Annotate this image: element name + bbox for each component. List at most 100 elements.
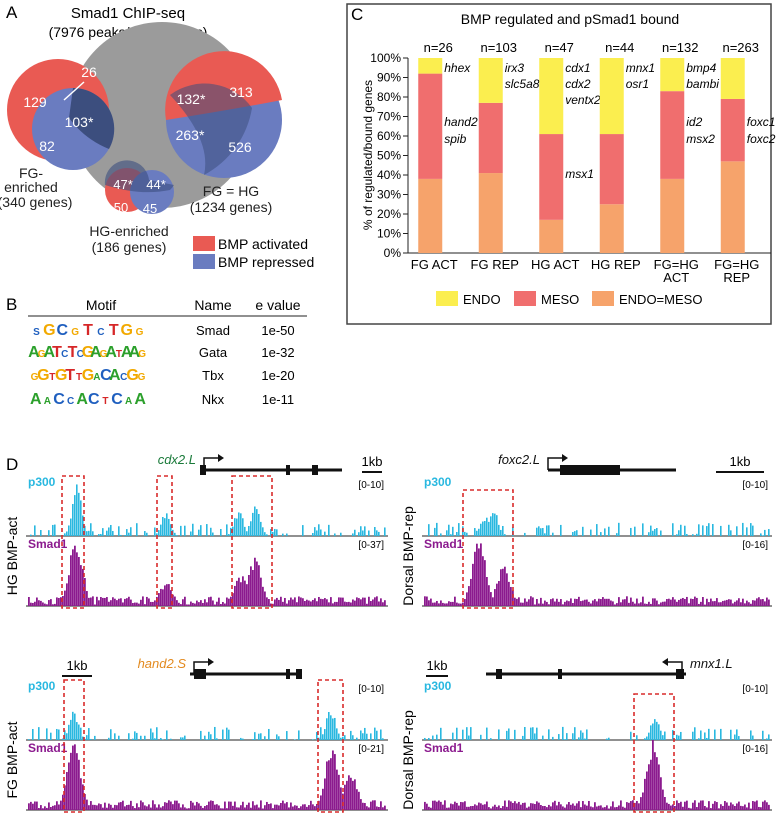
smad1-bar [304,804,306,810]
p300-bar [452,732,454,740]
smad1-bar [500,807,502,810]
smad1-bar [558,801,560,810]
track-group: foxc2.L 1kb Dorsal BMP-rep p300 Smad1 [0-10] [… [400,452,772,609]
smad1-bar [438,800,440,810]
bar-segment [418,178,443,253]
smad1-bar [368,807,370,810]
smad1-bar [506,806,508,810]
smad1-bar [220,604,222,606]
smad1-bar [502,568,504,606]
smad1-bar [628,602,630,606]
p300-bar [470,727,472,740]
motif-letter: T [65,367,75,384]
smad1-bar [188,808,190,810]
smad1-bar [548,804,550,810]
p300-bar [524,726,526,740]
tss-arrowhead [562,454,568,462]
smad1-bar [118,802,120,810]
smad1-bar [102,597,104,606]
smad1-bar [646,603,648,606]
smad1-bar [336,601,338,606]
p300-bar [100,533,102,536]
smad1-bar [576,598,578,606]
smad1-bar [148,598,150,606]
p300-bar [364,727,366,740]
p300-bar [750,730,752,740]
p300-bar [548,525,550,536]
smad1-bar [584,804,586,810]
smad1-bar [746,807,748,810]
smad1-bar [84,578,86,606]
p300-bar [498,729,500,740]
motif-letter: G [55,367,67,384]
smad1-bar [190,601,192,606]
smad1-bar [730,599,732,606]
smad1-bar [566,600,568,606]
p300-bar [376,730,378,740]
p300-bar [86,735,88,740]
smad1-bar [614,807,616,810]
smad1-bar [224,801,226,810]
p300-bar [126,529,128,536]
smad1-bar [78,759,80,810]
exon [296,669,302,679]
fghg-top-count: 313 [229,84,253,100]
smad1-bar [652,740,654,810]
p300-bar [200,730,202,740]
name-header: Name [194,297,232,313]
smad1-bar [630,597,632,606]
exon [496,669,502,679]
smad1-bar [332,603,334,606]
smad1-bar [140,599,142,606]
smad1-bar [696,807,698,810]
smad1-bar [82,568,84,606]
smad1-bar [672,597,674,606]
smad1-bar [706,598,708,606]
n-label: n=47 [545,40,574,55]
smad1-bar [764,800,766,810]
smad1-bar [660,777,662,810]
smad1-bar [670,599,672,606]
p300-bar [164,518,166,536]
gene-annotation: spib [444,132,466,146]
smad1-bar [590,603,592,606]
smad1-bar [608,598,610,606]
smad1-bar [528,806,530,810]
smad1-bar [514,597,516,606]
p300-bar [462,729,464,740]
smad1-bar [490,808,492,810]
peak-highlight-box [317,679,344,813]
smad1-bar [174,800,176,810]
tss-arrow [547,457,562,470]
p300-bar [466,727,468,740]
smad1-bar [120,598,122,606]
scale-label: 1kb [427,658,448,673]
motif-letter: A [125,396,132,407]
smad1-bar [48,802,50,810]
smad1-bar [330,758,332,810]
smad1-bar [48,600,50,606]
smad1-bar [768,599,770,606]
exon [194,669,206,679]
smad1-bar [352,780,354,810]
smad1-bar [196,600,198,606]
smad1-bar [518,801,520,810]
p300-bar [544,533,546,536]
p300-bar [608,737,610,740]
fghg-bottom-count: 526 [228,139,252,155]
p300-bar [738,736,740,740]
smad1-bar [744,804,746,810]
smad1-bar [510,586,512,606]
motif-letter: C [111,391,123,408]
smad1-bar [330,597,332,606]
smad1-bar [424,801,426,810]
p300-bar [286,533,288,536]
motif-name: Tbx [202,368,224,383]
smad1-bar [206,602,208,606]
smad1-bar [196,801,198,810]
smad1-bar [302,804,304,810]
smad1-bar [268,803,270,810]
motif-letter: A [134,391,146,408]
smad1-bar [648,764,650,810]
